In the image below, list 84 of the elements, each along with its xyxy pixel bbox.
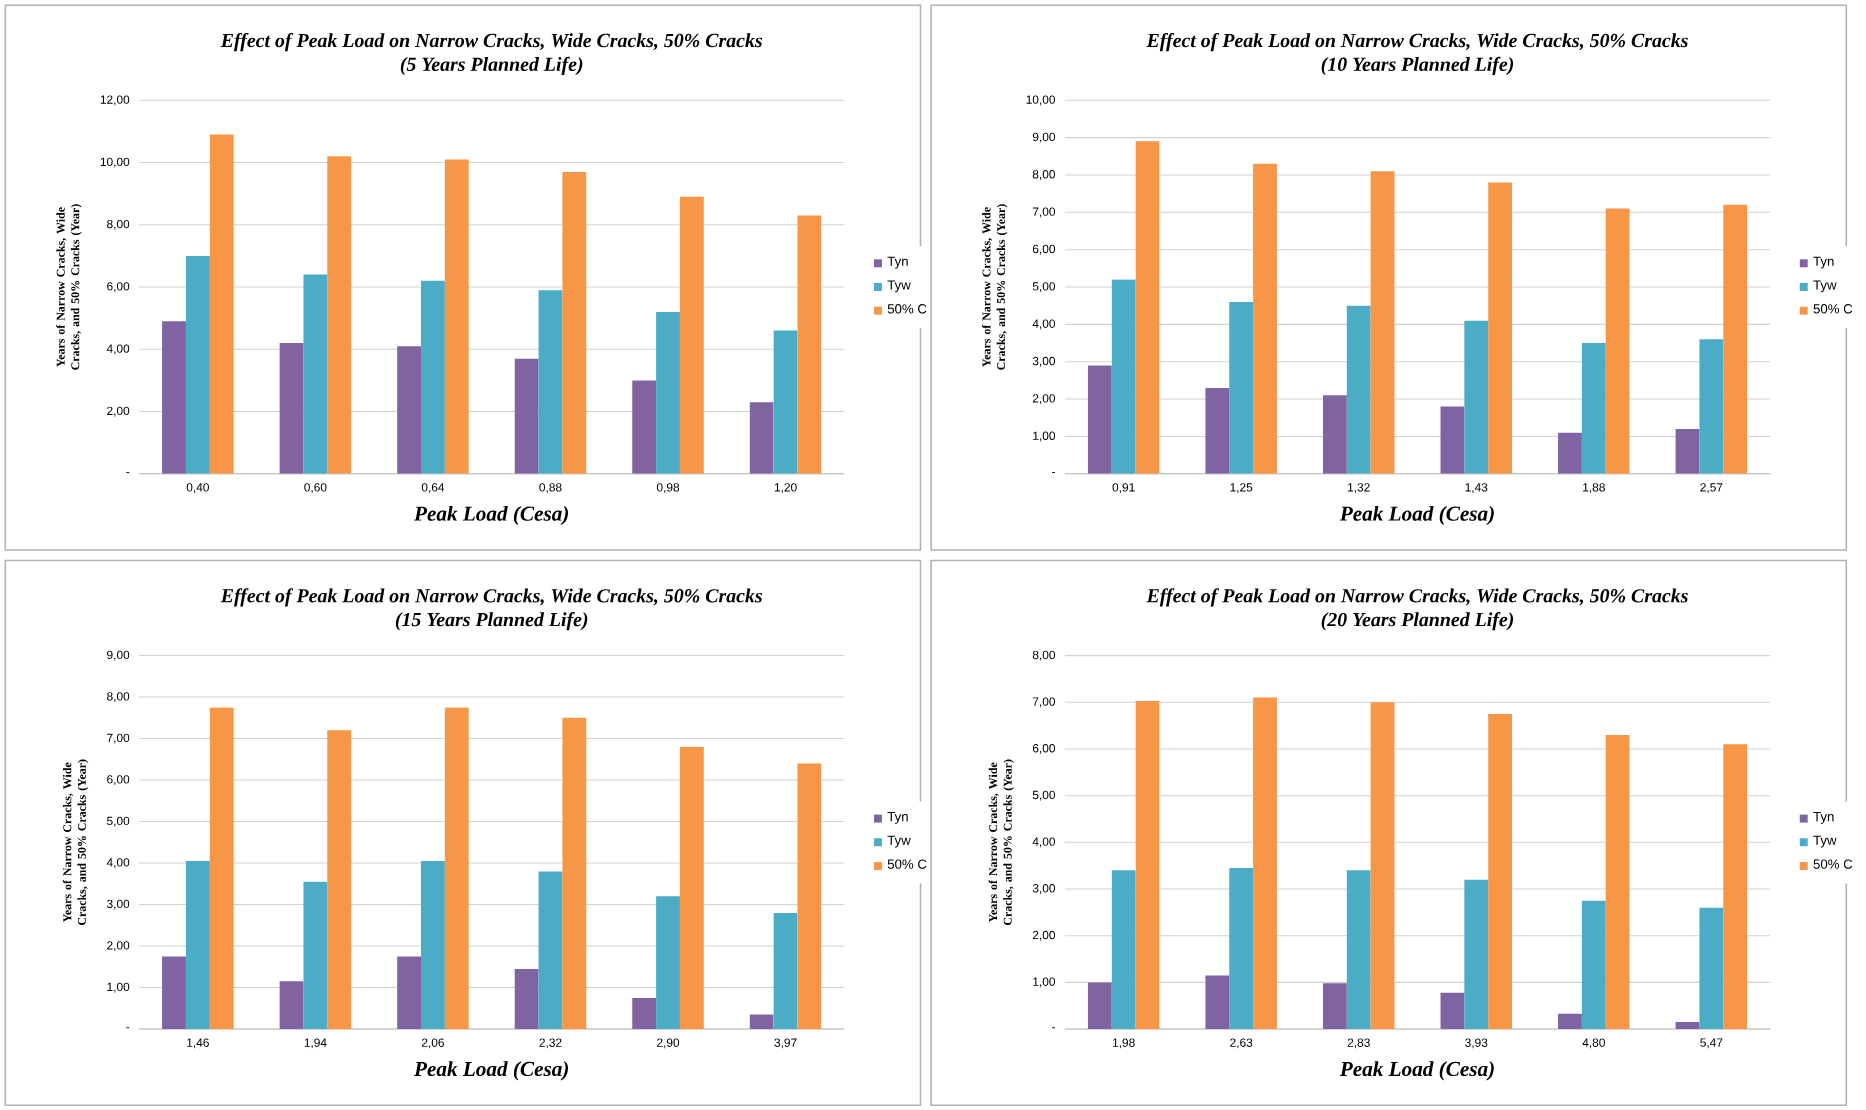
bar	[1205, 387, 1230, 474]
chart-subtitle: (5 Years Planned Life)	[400, 56, 583, 75]
bar	[162, 956, 186, 1029]
bar	[1111, 279, 1136, 474]
bar	[1111, 870, 1136, 1029]
bar	[303, 274, 328, 474]
bar	[1370, 171, 1395, 474]
bar	[327, 730, 352, 1029]
bar	[1581, 900, 1606, 1029]
chart-title: Effect of Peak Load on Narrow Cracks, Wide Cracks, 50% Cracks	[220, 588, 763, 607]
bar	[1699, 907, 1724, 1029]
bar	[1229, 867, 1254, 1029]
bar	[632, 997, 657, 1029]
bar	[444, 707, 469, 1029]
bar	[1135, 141, 1160, 474]
bar	[1205, 975, 1230, 1029]
bar	[209, 707, 234, 1029]
bar	[1346, 870, 1371, 1029]
bar	[1675, 1021, 1700, 1029]
bar	[1488, 182, 1513, 474]
bar	[279, 342, 304, 474]
bar	[679, 746, 704, 1029]
chart-title: Effect of Peak Load on Narrow Cracks, Wide Cracks, 50% Cracks	[220, 32, 763, 51]
x-axis-title: Peak Load (Cesa)	[414, 505, 569, 525]
chart-subtitle: (20 Years Planned Life)	[1321, 611, 1514, 631]
bar	[514, 968, 539, 1029]
bar	[185, 255, 210, 474]
x-axis-title: Peak Load (Cesa)	[414, 1060, 569, 1081]
bar	[656, 311, 680, 474]
bar	[1087, 982, 1112, 1029]
bar	[185, 860, 210, 1029]
bar	[1229, 301, 1254, 474]
bar	[632, 380, 657, 474]
bar	[1605, 208, 1630, 474]
bar	[562, 717, 587, 1029]
bar	[538, 871, 563, 1029]
bar	[1675, 428, 1700, 474]
bar	[397, 956, 422, 1029]
bar	[679, 196, 704, 474]
bar	[1322, 395, 1347, 474]
chart-subtitle: (15 Years Planned Life)	[395, 611, 588, 631]
bar	[303, 881, 328, 1029]
bar	[749, 401, 774, 474]
bar	[514, 358, 539, 474]
bar	[797, 215, 822, 474]
chart-subtitle: (10 Years Planned Life)	[1321, 56, 1514, 75]
bar	[1699, 339, 1724, 474]
bar	[1723, 744, 1748, 1029]
bar	[444, 159, 469, 474]
bar	[1253, 163, 1277, 474]
bar	[1558, 432, 1582, 474]
bar	[1135, 700, 1160, 1029]
bar	[797, 763, 822, 1029]
bar	[209, 134, 234, 474]
bar	[327, 156, 352, 474]
chart-title: Effect of Peak Load on Narrow Cracks, Wide Cracks, 50% Cracks	[1146, 588, 1688, 607]
bar	[1464, 879, 1489, 1029]
bar	[421, 280, 445, 474]
bar	[773, 912, 798, 1029]
bar	[1488, 713, 1513, 1029]
bar	[1322, 983, 1347, 1029]
x-axis-title: Peak Load (Cesa)	[1339, 1060, 1494, 1081]
bar	[1346, 305, 1371, 474]
chart-title: Effect of Peak Load on Narrow Cracks, Wide Cracks, 50% Cracks	[1146, 32, 1688, 51]
bar	[162, 321, 186, 474]
bar	[397, 345, 422, 474]
bar	[421, 860, 445, 1029]
bar	[562, 171, 587, 474]
bar	[749, 1014, 774, 1029]
bar	[1440, 406, 1465, 474]
bar	[1087, 365, 1112, 474]
x-axis-title: Peak Load (Cesa)	[1339, 505, 1494, 525]
bar	[1440, 992, 1465, 1029]
bar	[1464, 320, 1489, 474]
bar	[1253, 697, 1277, 1029]
bar	[1723, 204, 1748, 474]
bar	[1605, 734, 1630, 1029]
bar	[1581, 342, 1606, 474]
bar	[656, 896, 680, 1029]
bar	[279, 981, 304, 1029]
bar	[1370, 702, 1395, 1029]
bar	[773, 330, 798, 474]
bar	[1558, 1013, 1582, 1029]
bar	[538, 289, 563, 474]
